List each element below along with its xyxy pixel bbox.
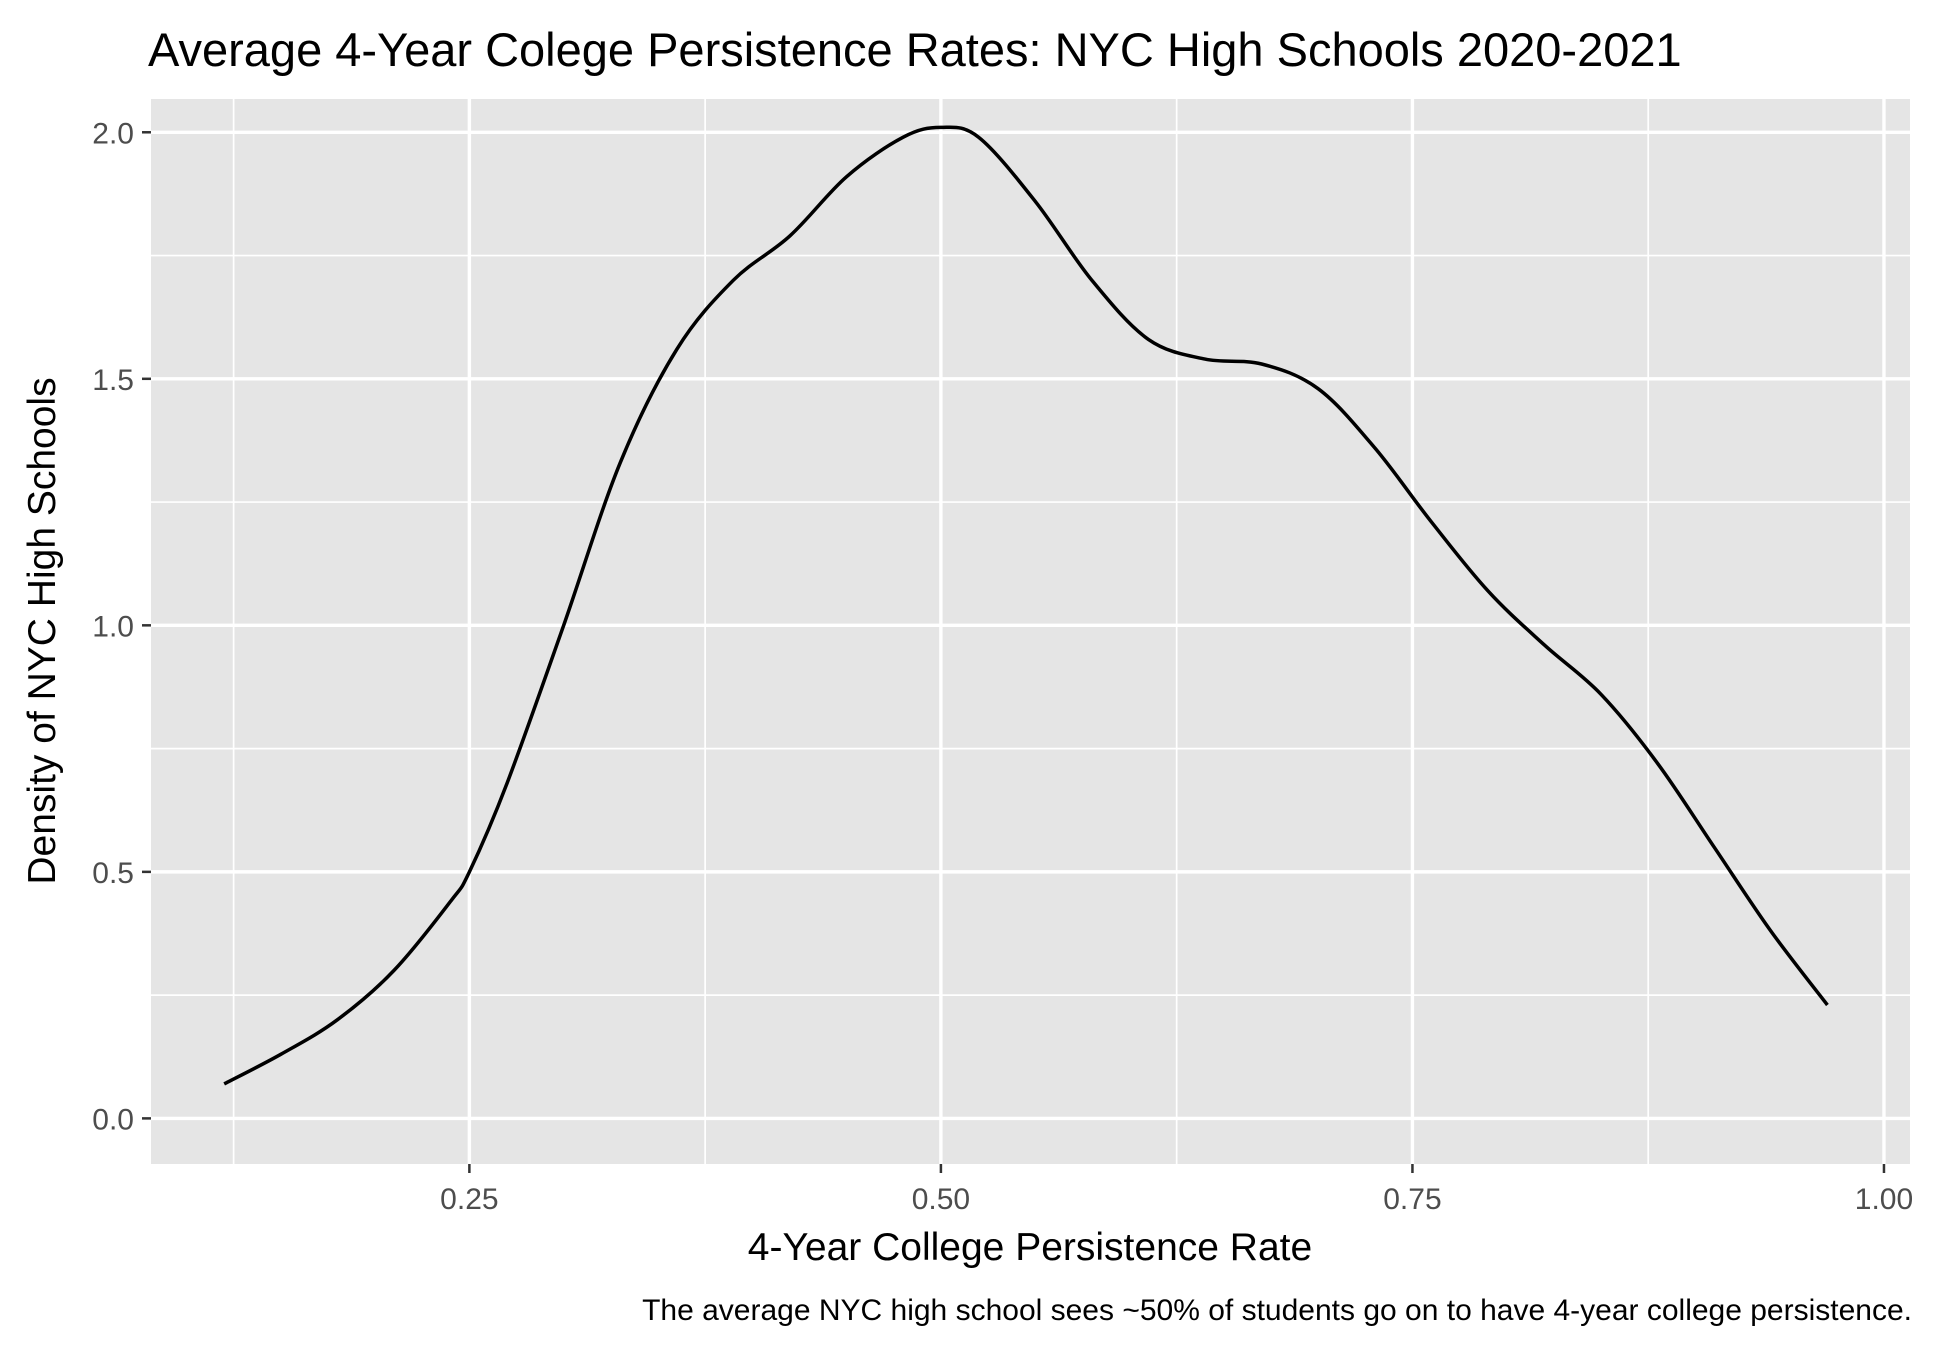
y-tick-label: 0.0 — [92, 1103, 134, 1136]
x-tick-label: 0.50 — [912, 1183, 970, 1216]
x-axis-title: 4-Year College Persistence Rate — [748, 1226, 1312, 1269]
major-gridlines — [151, 99, 1910, 1164]
x-tick-label: 0.75 — [1383, 1183, 1441, 1216]
y-axis-title: Density of NYC High Schools — [21, 377, 64, 884]
y-tick-label: 1.0 — [92, 610, 134, 643]
minor-gridlines — [151, 99, 1910, 1164]
plot-panel — [151, 99, 1910, 1164]
axis-ticks: 0.25 0.50 0.75 1.00 0.0 0.5 1.0 1.5 2.0 — [92, 117, 1913, 1216]
x-tick-label: 0.25 — [440, 1183, 498, 1216]
x-tick-label: 1.00 — [1855, 1183, 1913, 1216]
y-tick-label: 2.0 — [92, 117, 134, 150]
density-series — [223, 125, 1829, 1086]
density-curve — [223, 125, 1829, 1086]
y-tick-label: 1.5 — [92, 364, 134, 397]
chart-caption: The average NYC high school sees ~50% of… — [642, 1294, 1912, 1327]
y-tick-label: 0.5 — [92, 857, 134, 890]
chart-title: Average 4-Year Colege Persistence Rates:… — [148, 23, 1682, 76]
